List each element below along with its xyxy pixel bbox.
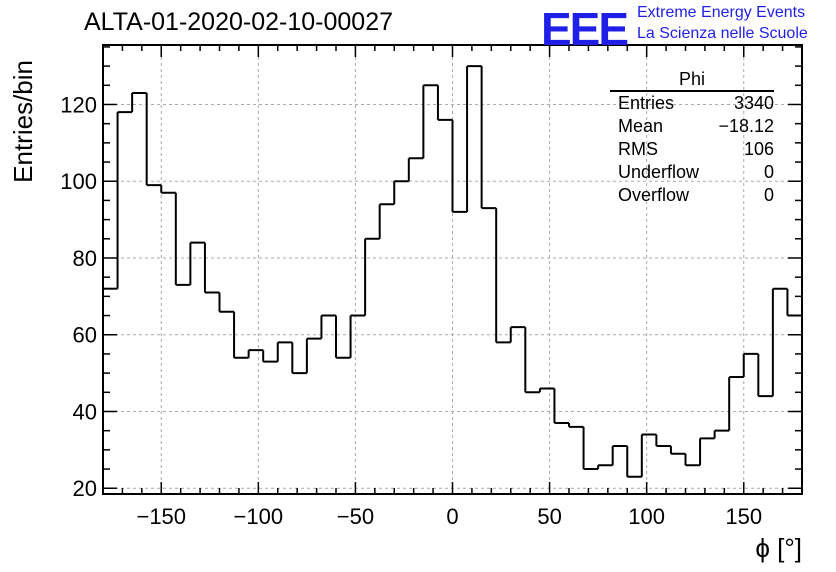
histogram-series bbox=[103, 65, 802, 478]
y-axis-label: Entries/bin bbox=[8, 60, 38, 183]
histogram-bin bbox=[509, 326, 526, 343]
stats-box: Phi Entries 3340 Mean −18.12 RMS 106 Und… bbox=[610, 68, 774, 207]
histogram-bin bbox=[335, 315, 351, 359]
stats-title: Phi bbox=[610, 68, 774, 92]
histogram-bin bbox=[145, 92, 162, 187]
y-tick-label: 20 bbox=[73, 476, 97, 501]
histogram-bin bbox=[655, 434, 671, 448]
y-tick-label: 60 bbox=[73, 323, 97, 348]
histogram-bin bbox=[669, 446, 686, 455]
histogram-bin bbox=[160, 185, 176, 194]
histogram-bin bbox=[480, 66, 497, 210]
histogram-bin bbox=[291, 342, 307, 375]
x-tick-label: −50 bbox=[337, 504, 374, 529]
x-tick-label: 100 bbox=[628, 504, 665, 529]
histogram-bin bbox=[582, 426, 599, 471]
x-tick-label: 50 bbox=[537, 504, 561, 529]
stats-label: Entries bbox=[618, 93, 675, 113]
histogram-bin bbox=[436, 85, 453, 121]
stats-label: Overflow bbox=[618, 185, 690, 205]
grid-lines bbox=[103, 45, 802, 494]
stats-row-overflow: Overflow 0 bbox=[610, 184, 774, 207]
histogram-bin bbox=[626, 446, 642, 478]
histogram-bin bbox=[728, 375, 744, 431]
histogram-bin bbox=[247, 349, 264, 358]
histogram-bin bbox=[699, 437, 715, 466]
histogram-bin bbox=[757, 353, 773, 398]
histogram-bin bbox=[684, 453, 701, 467]
histogram-bin bbox=[407, 157, 424, 182]
stats-row-entries: Entries 3340 bbox=[610, 92, 774, 115]
x-tick-label: −100 bbox=[234, 504, 284, 529]
histogram-bin bbox=[364, 237, 380, 316]
histogram-bin bbox=[203, 242, 220, 294]
histogram-bin bbox=[597, 464, 613, 470]
histogram-bin bbox=[189, 241, 205, 285]
chart-title: ALTA-01-2020-02-10-00027 bbox=[84, 8, 393, 36]
x-axis-label: ϕ [°] bbox=[755, 533, 802, 563]
histogram-bin bbox=[568, 423, 584, 428]
histogram-bin bbox=[131, 91, 147, 113]
histogram-bin bbox=[640, 433, 657, 477]
histogram-bin bbox=[262, 350, 278, 363]
stats-row-rms: RMS 106 bbox=[610, 138, 774, 161]
stats-row-mean: Mean −18.12 bbox=[610, 115, 774, 138]
x-tick-label: 0 bbox=[446, 504, 458, 529]
logo-line-2: La Scienza nelle Scuole bbox=[637, 25, 808, 42]
stats-value: 0 bbox=[763, 162, 774, 182]
histogram-bin bbox=[524, 327, 540, 394]
histogram-bin bbox=[233, 311, 249, 359]
stats-value: −18.12 bbox=[718, 116, 774, 136]
histogram-bin bbox=[495, 208, 511, 344]
x-tick-label: 150 bbox=[725, 504, 762, 529]
histogram-bin bbox=[451, 119, 468, 213]
histogram-bin bbox=[422, 84, 438, 159]
axes: −150 −100 −50 0 50 100 150 20 40 60 80 100 120 bbox=[60, 44, 803, 529]
stats-value: 3340 bbox=[733, 93, 774, 113]
x-tick-label: −150 bbox=[136, 504, 186, 529]
histogram-bin bbox=[771, 287, 788, 397]
y-tick-label: 120 bbox=[60, 92, 97, 117]
histogram-bin bbox=[305, 337, 322, 374]
stats-row-underflow: Underflow 0 bbox=[610, 161, 774, 184]
histogram-bin bbox=[218, 292, 235, 313]
histogram-bin bbox=[393, 180, 409, 205]
histogram-bin bbox=[116, 111, 133, 289]
stats-label: Mean bbox=[618, 116, 664, 136]
stats-value: 106 bbox=[743, 139, 774, 159]
histogram-bin bbox=[713, 429, 730, 439]
y-tick-label: 40 bbox=[73, 399, 97, 424]
stats-label: Underflow bbox=[618, 162, 700, 182]
histogram-bin bbox=[320, 314, 336, 339]
histogram-bin bbox=[786, 288, 802, 317]
logo-line-1: Extreme Energy Events bbox=[637, 4, 806, 21]
histogram-bin bbox=[466, 65, 482, 212]
histogram-bin bbox=[742, 352, 759, 377]
stats-value: 0 bbox=[763, 185, 774, 205]
histogram-bin bbox=[174, 192, 191, 286]
histogram-bin bbox=[538, 387, 555, 393]
histogram-bin bbox=[378, 203, 395, 239]
eee-logo: EEE bbox=[541, 3, 629, 55]
y-tick-label: 80 bbox=[73, 246, 97, 271]
histogram-bin bbox=[553, 388, 569, 425]
histogram-bin bbox=[611, 445, 628, 466]
stats-label: RMS bbox=[618, 139, 658, 159]
histogram-bin bbox=[276, 341, 293, 362]
histogram-bin bbox=[349, 314, 366, 358]
y-tick-label: 100 bbox=[60, 169, 97, 194]
